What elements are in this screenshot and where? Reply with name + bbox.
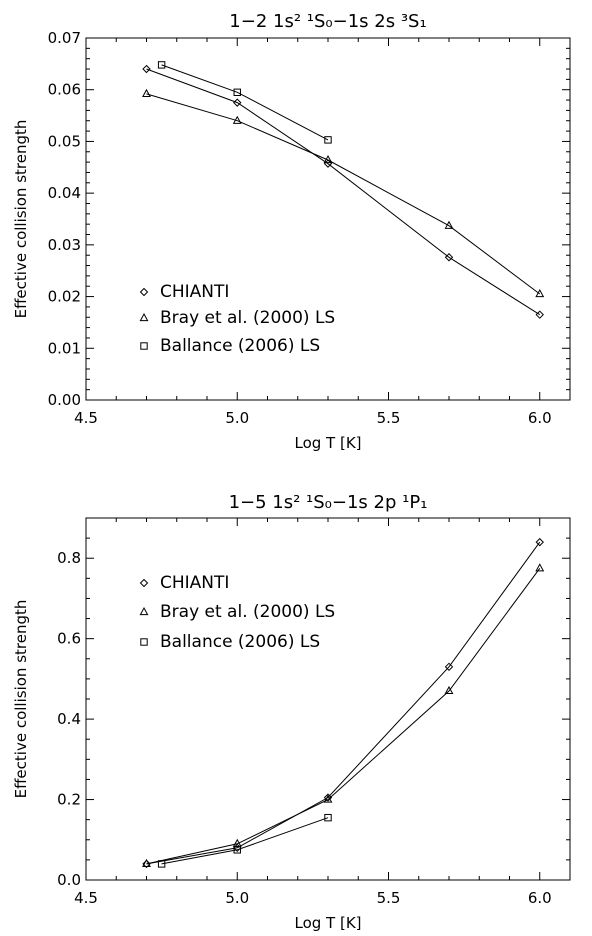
data-point	[157, 860, 166, 868]
data-point	[233, 846, 241, 854]
data-point	[142, 859, 151, 869]
legend-label: Ballance (2006) LS	[160, 632, 320, 652]
x-tick-label: 5.5	[377, 889, 401, 907]
y-tick-label: 0.01	[48, 339, 81, 357]
data-point	[535, 537, 544, 547]
y-tick-label: 0.04	[48, 184, 81, 202]
series-line	[146, 68, 541, 316]
data-point	[324, 136, 332, 144]
chart-title: 1−5 1s² ¹S₀−1s 2p ¹P₁	[229, 492, 428, 513]
y-tick-label: 0.02	[48, 288, 81, 306]
y-tick-label: 0.4	[57, 710, 81, 728]
legend-marker	[140, 638, 148, 646]
y-tick-label: 0.6	[57, 630, 81, 648]
chart-title: 1−2 1s² ¹S₀−1s 2s ³S₁	[229, 11, 426, 32]
series-line	[161, 817, 329, 865]
x-axis-label: Log T [K]	[294, 434, 361, 452]
series-3	[157, 61, 332, 144]
data-point	[535, 288, 545, 298]
y-tick-label: 0.00	[48, 391, 81, 409]
y-tick-label: 0.2	[57, 791, 81, 809]
y-axis-label: Effective collision strength	[12, 600, 30, 799]
data-point	[142, 858, 151, 868]
series-1	[142, 537, 544, 869]
legend-label: CHIANTI	[160, 282, 229, 302]
plot-frame	[85, 37, 571, 401]
data-point	[233, 88, 241, 96]
series-2	[142, 88, 545, 298]
series-3	[157, 813, 332, 868]
data-point	[157, 61, 166, 69]
data-point	[444, 662, 454, 672]
legend-marker	[140, 342, 148, 350]
y-tick-label: 0.07	[48, 29, 81, 47]
data-point	[444, 253, 454, 262]
x-axis-label: Log T [K]	[294, 914, 361, 932]
data-point	[535, 563, 545, 572]
y-tick-label: 0.03	[48, 236, 81, 254]
legend-marker	[139, 606, 149, 616]
data-point	[233, 98, 242, 107]
data-point	[324, 813, 332, 822]
y-tick-label: 0.8	[57, 549, 81, 567]
x-tick-label: 5.5	[377, 409, 401, 427]
series-line	[146, 93, 541, 295]
series-line	[146, 568, 541, 865]
legend-marker	[139, 578, 149, 588]
panel-2: 4.5 5.0 5.5 6.0 0.0 0.2 0.4 0.6 0.8 1−5 1s² ¹S₀−1…	[12, 492, 571, 932]
series-line	[146, 541, 541, 865]
legend-marker	[139, 287, 149, 297]
legend-label: Ballance (2006) LS	[160, 336, 320, 356]
data-point	[535, 310, 544, 319]
x-tick-label: 6.0	[528, 409, 552, 427]
series-1	[142, 64, 544, 319]
data-point	[323, 155, 333, 164]
legend-label: CHIANTI	[160, 573, 229, 593]
x-tick-label: 5.0	[225, 409, 249, 427]
y-tick-label: 0.06	[48, 81, 81, 99]
x-tick-label: 4.5	[74, 889, 98, 907]
data-point	[323, 793, 333, 802]
legend-label: Bray et al. (2000) LS	[160, 308, 335, 328]
y-tick-label: 0.05	[48, 132, 81, 150]
x-tick-label: 6.0	[528, 889, 552, 907]
legend-label: Bray et al. (2000) LS	[160, 602, 335, 622]
panel-1: 4.5 5.0 5.5 6.0 0.00 0.01 0.02 0.03 0.04 0.05 0.06…	[12, 11, 571, 452]
legend-marker	[139, 312, 149, 322]
data-point	[142, 88, 151, 97]
series-line	[161, 64, 329, 141]
data-point	[142, 64, 151, 74]
data-point	[444, 685, 454, 695]
data-point	[323, 794, 333, 803]
y-axis-label: Effective collision strength	[12, 120, 30, 319]
y-tick-label: 0.0	[57, 871, 81, 889]
x-tick-label: 5.0	[225, 889, 249, 907]
x-tick-label: 4.5	[74, 409, 98, 427]
data-point	[444, 220, 454, 229]
plot-frame	[85, 517, 571, 881]
data-point	[232, 115, 242, 124]
